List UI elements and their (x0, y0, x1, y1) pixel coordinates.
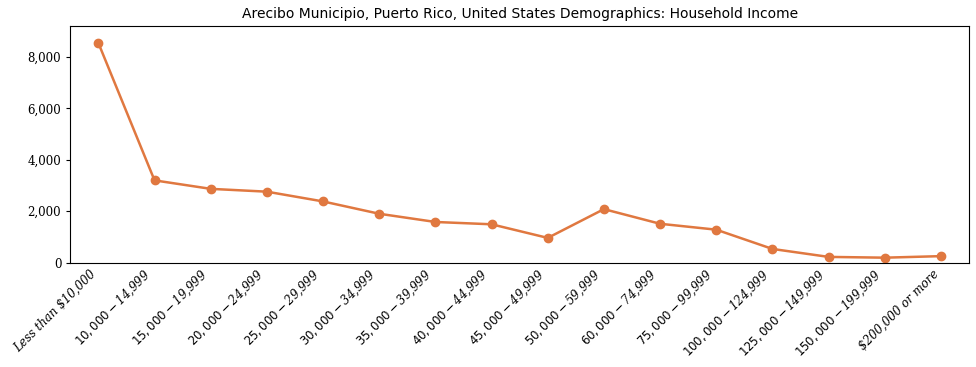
Title: Arecibo Municipio, Puerto Rico, United States Demographics: Household Income: Arecibo Municipio, Puerto Rico, United S… (242, 7, 797, 21)
